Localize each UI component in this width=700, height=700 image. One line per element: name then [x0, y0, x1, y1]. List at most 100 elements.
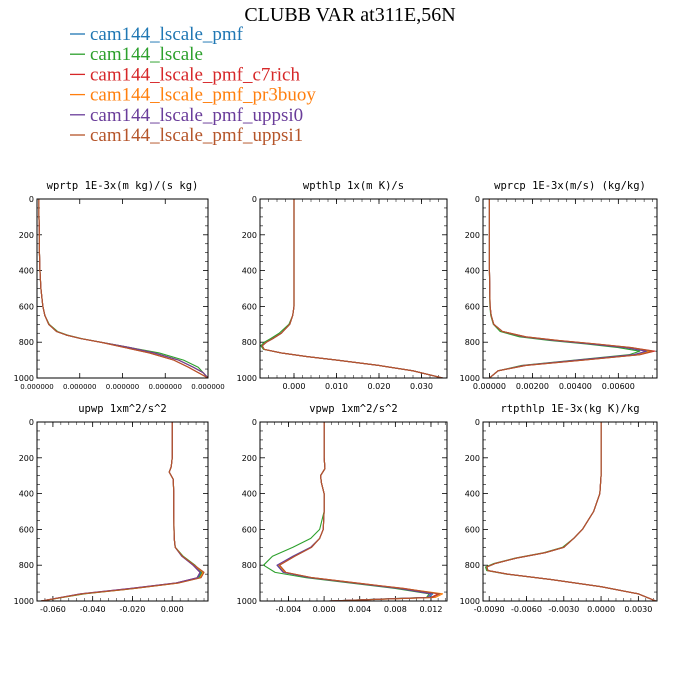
chart-panel-3: wprcp 1E-3x(m/s) (kg/kg) 0 200 400 600 800 100… — [460, 180, 658, 391]
x-tick-label: 0.020 — [368, 382, 391, 391]
y-tick-label: 800 — [19, 561, 34, 570]
series-line — [488, 199, 656, 378]
y-tick-label: 600 — [242, 302, 257, 311]
x-tick-label: -0.0090 — [474, 605, 505, 614]
y-tick-label: 800 — [465, 561, 480, 570]
x-tick-label: 0.000 — [161, 605, 184, 614]
series-group — [488, 199, 656, 378]
series-line — [488, 199, 641, 378]
y-tick-label: 200 — [465, 231, 480, 240]
x-tick-label: 0.030 — [410, 382, 433, 391]
series-line — [40, 422, 203, 601]
chart-panel-6: rtpthlp 1E-3x(kg K)/kg02004006008001000-… — [460, 403, 658, 614]
chart-panel-4: upwp 1xm^2/s^2 0 200 400 600 800 1000 -0.060 -0.… — [14, 403, 209, 614]
x-tick-label: 0.00200 — [516, 382, 549, 391]
x-tick-label: 0.000000 — [20, 383, 53, 391]
x-tick-label: -0.004 — [276, 605, 302, 614]
panels: wprtp 1E-3x(m kg)/(s kg) 0 200 400 600 800 100… — [14, 180, 658, 614]
y-tick-label: 200 — [242, 231, 257, 240]
series-line — [38, 199, 208, 378]
x-tick-label: 0.00600 — [602, 382, 635, 391]
y-tick-label: 400 — [19, 267, 34, 276]
x-tick-label: 0.000 — [283, 382, 306, 391]
series-line — [40, 422, 201, 601]
plot-frame — [36, 198, 209, 379]
series-line — [38, 199, 208, 378]
x-tick-label: 0.00000 — [473, 382, 506, 391]
y-tick-label: 0 — [475, 195, 480, 204]
series-line — [261, 199, 443, 378]
series-line — [38, 199, 208, 378]
series-line — [38, 199, 208, 378]
y-tick-label: 800 — [19, 338, 34, 347]
series-group — [263, 422, 444, 601]
x-tick-label: 0.000000 — [149, 383, 182, 391]
legend-entry: cam144_lscale_pmf_c7rich — [90, 64, 300, 85]
panel-title: upwp 1xm^2/s^2 — [78, 403, 167, 415]
x-tick-label: 0.004 — [348, 605, 371, 614]
y-tick-label: 600 — [242, 525, 257, 534]
series-line — [279, 422, 439, 601]
legend-entry: cam144_lscale_pmf_pr3buoy — [90, 85, 316, 106]
series-line — [276, 422, 432, 601]
series-line — [488, 199, 649, 378]
legend-entry: cam144_lscale_pmf_uppsi1 — [90, 125, 303, 146]
y-tick-label: 1000 — [237, 374, 257, 383]
series-line — [38, 199, 208, 378]
chart-panel-2: wpthlp 1x(m K)/s 0 200 400 600 800 1000 0.000 0.… — [237, 180, 448, 391]
panel-title: rtpthlp 1E-3x(kg K)/kg — [500, 403, 639, 415]
y-tick-label: 1000 — [460, 597, 480, 606]
y-tick-label: 1000 — [14, 374, 34, 383]
x-tick-label: 0.0030 — [624, 605, 652, 614]
x-tick-label: 0.010 — [325, 382, 348, 391]
y-tick-label: 200 — [19, 454, 34, 463]
x-tick-label: -0.040 — [80, 605, 106, 614]
plot-frame — [259, 421, 448, 602]
x-tick-label: -0.020 — [120, 605, 146, 614]
y-tick-label: 600 — [19, 525, 34, 534]
x-tick-label: 0.00400 — [559, 382, 592, 391]
plot-frame — [482, 421, 658, 602]
y-tick-label: 400 — [465, 267, 480, 276]
series-line — [261, 199, 443, 378]
x-tick-label: 0.000000 — [106, 383, 139, 391]
y-tick-label: 0 — [252, 418, 257, 427]
y-tick-label: 600 — [465, 302, 480, 311]
series-line — [40, 422, 204, 601]
x-tick-label: 0.0000 — [587, 605, 615, 614]
series-line — [261, 199, 443, 378]
series-group — [38, 199, 208, 378]
panel-title: wprcp 1E-3x(m/s) (kg/kg) — [494, 180, 646, 192]
series-line — [40, 422, 202, 601]
legend-entry: cam144_lscale_pmf_uppsi0 — [90, 105, 303, 126]
panel-title: wprtp 1E-3x(m kg)/(s kg) — [47, 180, 199, 192]
y-tick-label: 1000 — [237, 597, 257, 606]
series-line — [488, 199, 654, 378]
series-line — [277, 422, 434, 601]
series-line — [278, 422, 444, 601]
y-tick-label: 600 — [465, 525, 480, 534]
panel-title: vpwp 1xm^2/s^2 — [309, 403, 398, 415]
y-tick-label: 400 — [242, 267, 257, 276]
figure-title: CLUBB VAR at311E,56N — [244, 4, 455, 26]
y-tick-label: 200 — [465, 454, 480, 463]
series-line — [261, 199, 443, 378]
plot-frame — [259, 198, 448, 379]
series-line — [261, 199, 443, 378]
series-group — [484, 422, 656, 601]
y-tick-label: 0 — [475, 418, 480, 427]
x-tick-label: 0.000000 — [191, 383, 224, 391]
series-group — [260, 199, 443, 378]
series-line — [488, 199, 652, 378]
x-tick-label: -0.060 — [40, 605, 66, 614]
y-tick-label: 600 — [19, 302, 34, 311]
series-line — [40, 422, 201, 601]
y-tick-label: 800 — [242, 338, 257, 347]
y-tick-label: 400 — [19, 490, 34, 499]
y-tick-label: 800 — [242, 561, 257, 570]
y-tick-label: 200 — [19, 231, 34, 240]
y-tick-label: 400 — [242, 490, 257, 499]
x-tick-label: 0.012 — [420, 605, 443, 614]
chart-panel-1: wprtp 1E-3x(m kg)/(s kg) 0 200 400 600 800 100… — [14, 180, 225, 391]
